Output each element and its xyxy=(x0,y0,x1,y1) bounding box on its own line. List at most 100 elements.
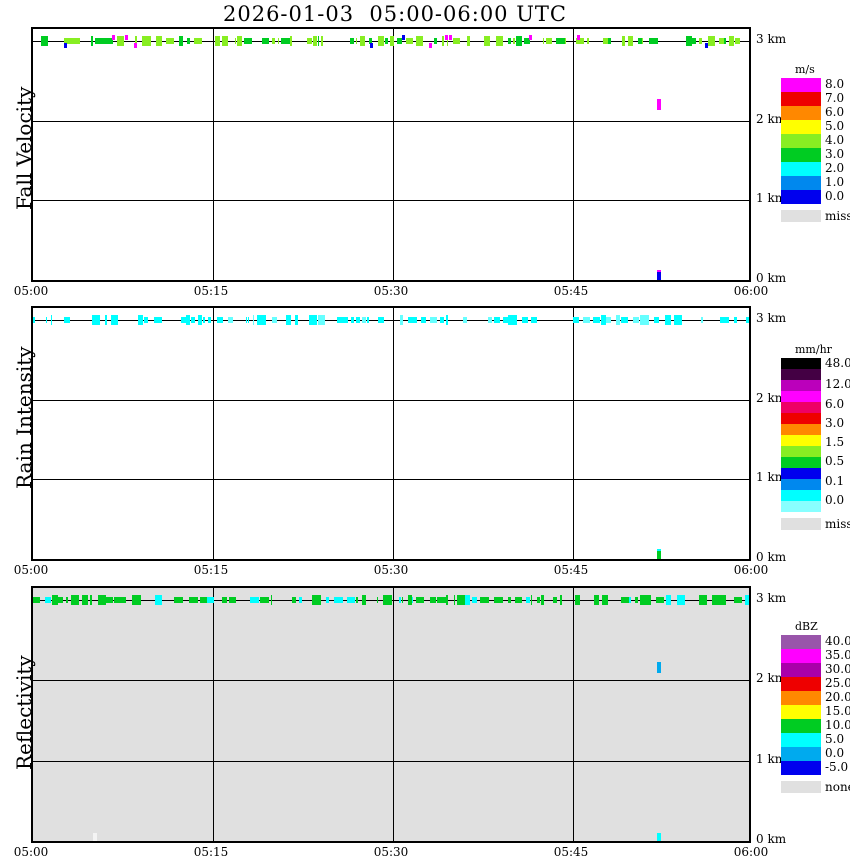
echo-pixel xyxy=(318,315,325,325)
echo-pixel xyxy=(399,597,401,603)
echo-pixel xyxy=(186,315,190,325)
colorbar-tick: 7.0 xyxy=(825,91,845,105)
echo-pixel xyxy=(312,595,321,605)
echo-pixel xyxy=(290,36,292,46)
echo-pixel xyxy=(91,36,93,46)
gridline-vertical xyxy=(393,308,394,559)
echo-pixel xyxy=(594,595,599,605)
echo-pixel xyxy=(463,317,467,323)
echo-pixel xyxy=(321,36,323,46)
echo-pixel xyxy=(82,595,88,605)
isolated-feature xyxy=(657,99,661,110)
xtick-0600: 06:00 xyxy=(733,563,769,577)
echo-pixel xyxy=(508,597,511,603)
echo-pixel xyxy=(674,315,682,325)
echo-pixel xyxy=(51,315,52,325)
echo-pixel xyxy=(526,597,530,603)
isolated-feature xyxy=(657,662,661,673)
colorbar-tick: 3.0 xyxy=(825,416,845,430)
echo-pixel xyxy=(556,38,565,44)
echo-pixel xyxy=(33,597,40,603)
ytick-0km: 0 km xyxy=(756,271,787,285)
gridline-vertical xyxy=(573,308,574,559)
echo-speckle xyxy=(429,43,432,48)
echo-pixel xyxy=(677,595,685,605)
echo-pixel xyxy=(735,38,740,44)
gridline-vertical xyxy=(573,588,574,841)
echo-pixel xyxy=(734,317,737,323)
echo-pixel xyxy=(198,315,202,325)
echo-pixel xyxy=(480,597,489,603)
echo-pixel xyxy=(708,36,715,46)
echo-pixel xyxy=(189,597,198,603)
echo-pixel xyxy=(430,317,437,323)
colorbar-swatch xyxy=(781,92,821,106)
echo-pixel xyxy=(144,317,148,323)
echo-pixel xyxy=(565,38,566,44)
echo-pixel xyxy=(166,38,174,44)
echo-pixel xyxy=(272,38,275,44)
colorbar-tick: 5.0 xyxy=(825,119,845,133)
echo-pixel xyxy=(621,317,628,323)
echo-pixel xyxy=(524,38,530,44)
echo-pixel xyxy=(508,38,511,44)
echo-pixel xyxy=(41,36,48,46)
echo-pixel xyxy=(537,597,540,603)
echo-pixel xyxy=(307,38,312,44)
colorbar-swatch xyxy=(781,705,821,719)
xtick-0500: 05:00 xyxy=(13,284,49,298)
ytick-0km: 0 km xyxy=(756,832,787,846)
echo-pixel xyxy=(390,36,394,46)
echo-pixel xyxy=(228,317,233,323)
echo-pixel xyxy=(686,36,692,46)
gridline-3km xyxy=(33,320,749,321)
echo-pixel xyxy=(638,38,642,44)
echo-pixel xyxy=(712,595,718,605)
colorbar-tick: 8.0 xyxy=(825,77,845,91)
colorbar-swatch xyxy=(781,479,821,490)
echo-pixel xyxy=(654,317,659,323)
panel-label-reflectivity: Reflectivity xyxy=(12,654,36,770)
echo-pixel xyxy=(378,36,384,46)
echo-pixel xyxy=(397,38,402,44)
colorbar-tick: -5.0 xyxy=(825,760,849,774)
ytick-0km: 0 km xyxy=(756,550,787,564)
ytick-2km: 2 km xyxy=(756,671,787,686)
echo-pixel xyxy=(515,597,522,603)
echo-speckle xyxy=(705,43,708,48)
echo-pixel xyxy=(262,38,269,44)
echo-pixel xyxy=(602,595,608,605)
colorbar-swatch xyxy=(781,761,821,775)
echo-pixel xyxy=(616,315,620,325)
echo-pixel xyxy=(248,317,249,323)
echo-pixel xyxy=(416,36,423,46)
echo-pixel xyxy=(385,38,388,44)
colorbar-missing-label: none xyxy=(825,780,850,794)
gridline-1km xyxy=(33,479,749,480)
colorbar-tick: 25.0 xyxy=(825,676,850,690)
gridline-2km xyxy=(33,400,749,401)
echo-pixel xyxy=(531,317,537,323)
colorbar-swatch xyxy=(781,176,821,190)
colorbar-tick: 0.0 xyxy=(825,493,845,507)
echo-pixel xyxy=(98,595,106,605)
echo-pixel xyxy=(437,597,446,603)
echo-pixel xyxy=(465,595,470,605)
echo-pixel xyxy=(378,317,384,323)
ytick-2km: 2 km xyxy=(756,111,787,126)
echo-pixel xyxy=(362,317,366,323)
echo-pixel xyxy=(467,36,470,46)
xtick-0515: 05:15 xyxy=(193,563,229,577)
echo-speckle xyxy=(370,43,373,48)
echo-pixel xyxy=(345,317,348,323)
echo-pixel xyxy=(356,38,357,44)
echo-pixel xyxy=(244,38,252,44)
echo-pixel xyxy=(402,597,403,603)
echo-pixel xyxy=(309,315,317,325)
colorbar-swatch xyxy=(781,677,821,691)
echo-pixel xyxy=(367,317,369,323)
colorbar-swatch xyxy=(781,391,821,402)
echo-speckle xyxy=(529,35,532,40)
gridline-2km xyxy=(33,680,749,681)
echo-pixel xyxy=(138,315,143,325)
